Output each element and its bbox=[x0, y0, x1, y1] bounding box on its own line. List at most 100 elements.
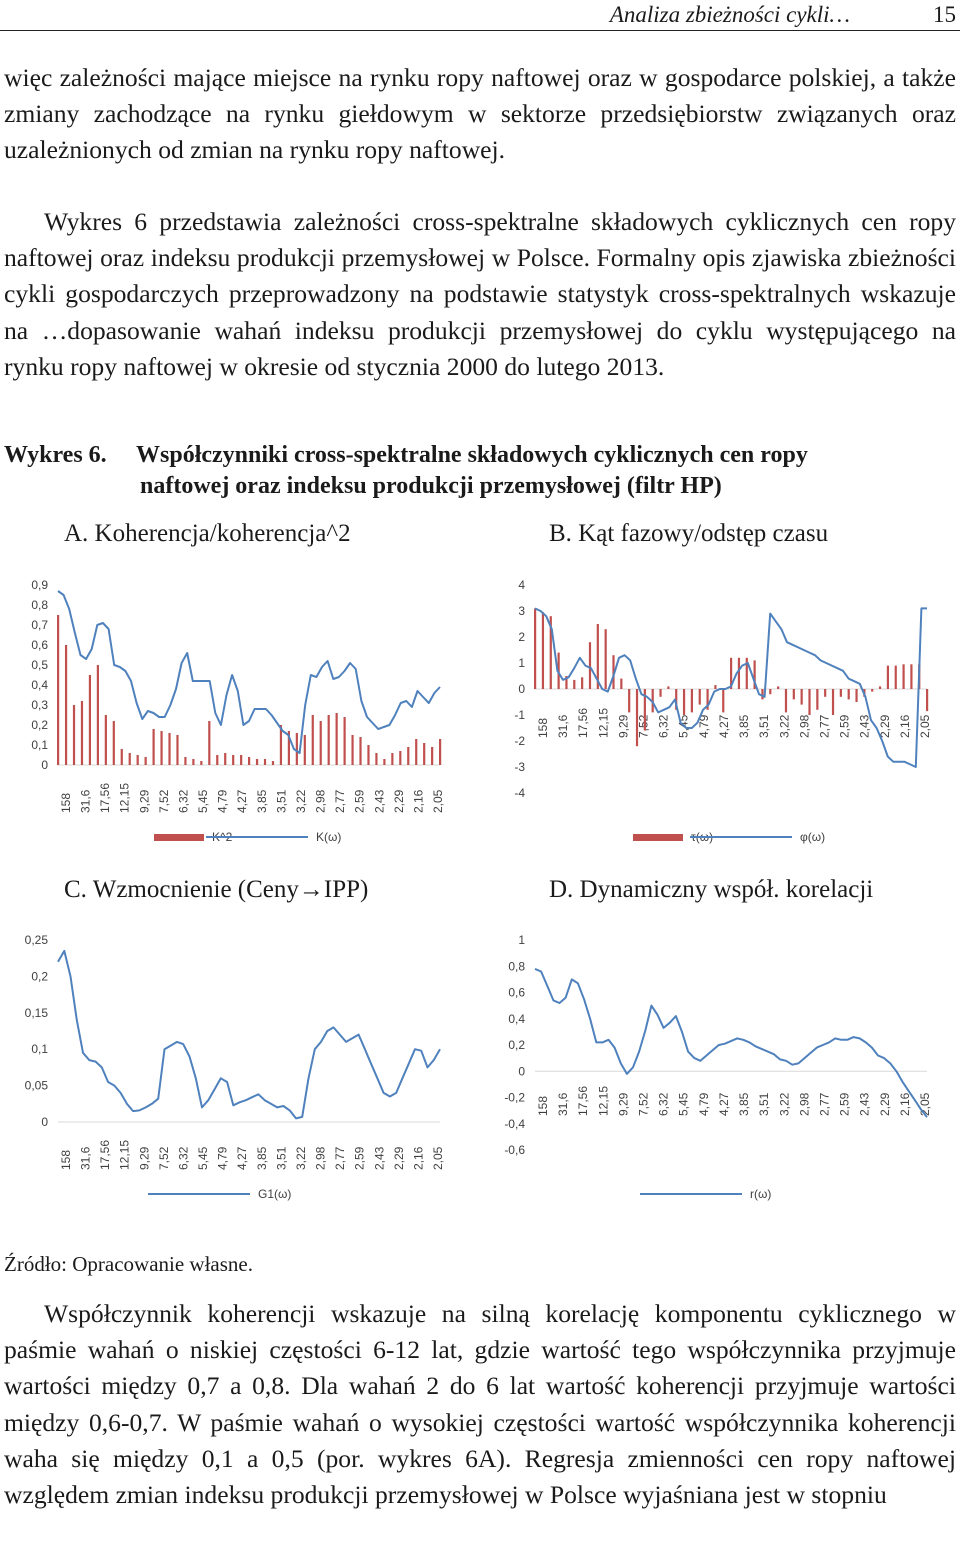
subtitle-c: C. Wzmocnienie (Ceny→IPP) bbox=[64, 876, 368, 904]
bar bbox=[375, 753, 378, 765]
bar bbox=[144, 757, 147, 765]
x-tick-label: 2,16 bbox=[898, 714, 912, 738]
x-tick-label: 4,79 bbox=[697, 1092, 711, 1116]
legend-swatch bbox=[154, 834, 204, 841]
x-tick-label: 2,59 bbox=[353, 789, 367, 813]
y-tick-label: 0 bbox=[518, 1064, 525, 1078]
x-tick-label: 4,27 bbox=[235, 789, 249, 813]
x-tick-label: 3,22 bbox=[294, 1146, 308, 1170]
series-line bbox=[57, 949, 441, 1120]
x-tick-label: 5,45 bbox=[196, 789, 210, 813]
y-tick-label: 1 bbox=[518, 656, 525, 670]
subtitle-c-suffix: IPP) bbox=[323, 876, 369, 903]
x-tick-label: 12,15 bbox=[118, 1140, 132, 1170]
bar bbox=[902, 664, 905, 689]
series-line bbox=[534, 607, 927, 768]
legend-label: r(ω) bbox=[750, 1187, 771, 1201]
y-tick-label: -0,4 bbox=[504, 1117, 525, 1131]
bar bbox=[541, 612, 545, 689]
bar bbox=[431, 747, 434, 765]
y-tick-label: 0,25 bbox=[25, 933, 49, 947]
bar bbox=[722, 689, 725, 713]
x-tick-label: 2,77 bbox=[333, 1146, 347, 1170]
y-tick-label: 0,15 bbox=[25, 1006, 49, 1020]
x-tick-label: 31,6 bbox=[556, 714, 570, 738]
bar bbox=[800, 689, 803, 705]
x-tick-label: 2,59 bbox=[838, 714, 852, 738]
x-tick-label: 7,52 bbox=[637, 1092, 651, 1116]
x-tick-label: 31,6 bbox=[79, 789, 93, 813]
bar bbox=[549, 616, 552, 689]
bar bbox=[926, 689, 929, 712]
x-tick-label: 158 bbox=[59, 793, 73, 813]
bar bbox=[635, 689, 639, 747]
header-rule bbox=[0, 30, 960, 31]
x-tick-label: 2,05 bbox=[918, 1092, 932, 1116]
y-tick-label: -2 bbox=[514, 734, 525, 748]
y-tick-label: -4 bbox=[514, 786, 525, 800]
running-title: Analiza zbieżności cykli… bbox=[609, 2, 850, 27]
x-tick-label: 3,51 bbox=[274, 1146, 288, 1170]
x-tick-label: 2,16 bbox=[411, 789, 425, 813]
x-tick-label: 2,98 bbox=[797, 1092, 811, 1116]
bar bbox=[224, 753, 227, 765]
x-tick-label: 4,79 bbox=[216, 1146, 230, 1170]
bar bbox=[871, 689, 874, 692]
y-tick-label: -3 bbox=[514, 760, 525, 774]
bar bbox=[894, 665, 897, 689]
bar bbox=[104, 715, 107, 765]
x-tick-label: 2,16 bbox=[898, 1092, 912, 1116]
x-tick-label: 12,15 bbox=[596, 1086, 610, 1116]
x-tick-label: 7,52 bbox=[637, 714, 651, 738]
bar bbox=[96, 665, 99, 765]
y-tick-label: 3 bbox=[518, 604, 525, 618]
bar bbox=[423, 743, 426, 765]
bar bbox=[643, 689, 646, 731]
bar bbox=[208, 721, 211, 765]
bar bbox=[886, 665, 889, 689]
x-tick-label: 3,22 bbox=[294, 789, 308, 813]
bar bbox=[351, 735, 354, 765]
x-tick-label: 3,85 bbox=[737, 714, 751, 738]
bar bbox=[682, 689, 686, 715]
bar bbox=[88, 675, 92, 765]
x-tick-label: 6,32 bbox=[176, 789, 190, 813]
x-tick-label: 6,32 bbox=[657, 1092, 671, 1116]
subtitle-d: D. Dynamiczny współ. korelacji bbox=[549, 876, 874, 903]
y-tick-label: 0,3 bbox=[31, 698, 48, 712]
x-tick-label: 9,29 bbox=[137, 789, 151, 813]
x-tick-label: 3,85 bbox=[255, 1146, 269, 1170]
y-tick-label: 4 bbox=[518, 578, 525, 592]
bar bbox=[327, 715, 330, 765]
bar bbox=[359, 737, 362, 765]
bar bbox=[878, 686, 882, 689]
x-tick-label: 2,77 bbox=[817, 1092, 831, 1116]
bar bbox=[263, 759, 267, 765]
y-tick-label: 0,4 bbox=[508, 1012, 525, 1026]
y-tick-label: 0,9 bbox=[31, 578, 48, 592]
bar bbox=[383, 759, 386, 765]
bar bbox=[232, 755, 235, 765]
bar bbox=[303, 735, 306, 765]
y-tick-label: 0,1 bbox=[31, 738, 48, 752]
arrow-icon: → bbox=[298, 876, 324, 903]
bar bbox=[255, 759, 259, 765]
y-tick-label: 0,05 bbox=[25, 1079, 49, 1093]
subtitle-c-prefix: C. Wzmocnienie (Ceny bbox=[64, 876, 299, 903]
y-tick-label: 0,2 bbox=[31, 969, 48, 983]
figure-caption: Wykres 6. Współczynniki cross-spektralne … bbox=[4, 440, 956, 502]
x-tick-label: 6,32 bbox=[657, 714, 671, 738]
x-tick-label: 7,52 bbox=[157, 789, 171, 813]
legend-label: G1(ω) bbox=[258, 1187, 291, 1201]
x-tick-label: 4,27 bbox=[717, 1092, 731, 1116]
bar bbox=[777, 686, 780, 689]
y-tick-label: 0 bbox=[518, 682, 525, 696]
x-tick-label: 2,43 bbox=[858, 1092, 872, 1116]
bar bbox=[737, 657, 741, 689]
bar bbox=[565, 676, 568, 689]
y-tick-label: 0,4 bbox=[31, 678, 48, 692]
bar bbox=[753, 660, 756, 689]
figure-title-line2: naftowej oraz indeksu produkcji przemysł… bbox=[140, 473, 722, 499]
